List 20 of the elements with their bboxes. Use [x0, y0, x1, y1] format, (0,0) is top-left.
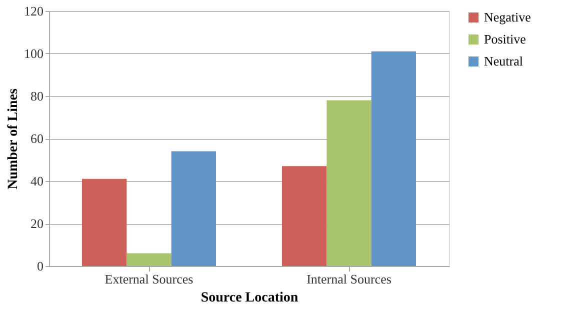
legend-label: Negative [484, 10, 532, 24]
y-tick-label: 80 [30, 88, 44, 104]
y-tick-label: 60 [30, 131, 44, 146]
bar [282, 166, 327, 266]
bar [82, 178, 127, 266]
x-axis-title: Source Location [200, 290, 298, 306]
y-tick-label: 100 [24, 46, 44, 61]
legend-label: Neutral [484, 54, 524, 68]
bar [171, 151, 216, 266]
bar [371, 51, 416, 266]
y-tick-label: 120 [24, 4, 44, 18]
bar [326, 100, 372, 266]
legend-label: Positive [484, 32, 526, 46]
bar [126, 253, 172, 266]
x-tick-label: Internal Sources [306, 272, 392, 286]
x-tick-label: External Sources [104, 272, 194, 286]
y-tick-label: 20 [30, 216, 44, 231]
y-tick-label: 0 [37, 258, 44, 274]
y-axis-title: Number of Lines [6, 88, 21, 190]
y-tick-label: 40 [30, 174, 44, 188]
